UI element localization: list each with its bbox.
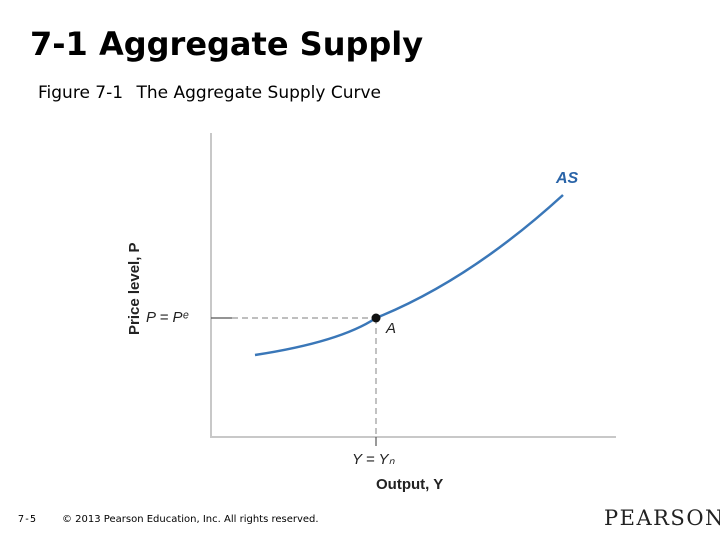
point-a-label: A: [385, 320, 396, 337]
as-curve-label: AS: [555, 170, 579, 187]
pearson-logo: PEARSON: [604, 506, 720, 530]
page-number: 7-5: [18, 514, 37, 525]
x-axis-label: Output, Y: [376, 476, 443, 493]
slide-title: 7-1 Aggregate Supply: [30, 25, 424, 63]
figure-number: Figure 7-1: [38, 83, 124, 103]
copyright-notice: © 2013 Pearson Education, Inc. All right…: [62, 514, 319, 525]
output-tick-label: Y = Yₙ: [352, 451, 396, 468]
y-axis-label: Price level, P: [126, 242, 143, 335]
price-tick-label: P = Pᵉ: [146, 309, 189, 326]
figure-title: The Aggregate Supply Curve: [136, 83, 382, 103]
figure-caption: Figure 7-1 The Aggregate Supply Curve: [38, 82, 381, 104]
point-a-marker: [371, 313, 381, 323]
as-curve: [254, 194, 564, 357]
